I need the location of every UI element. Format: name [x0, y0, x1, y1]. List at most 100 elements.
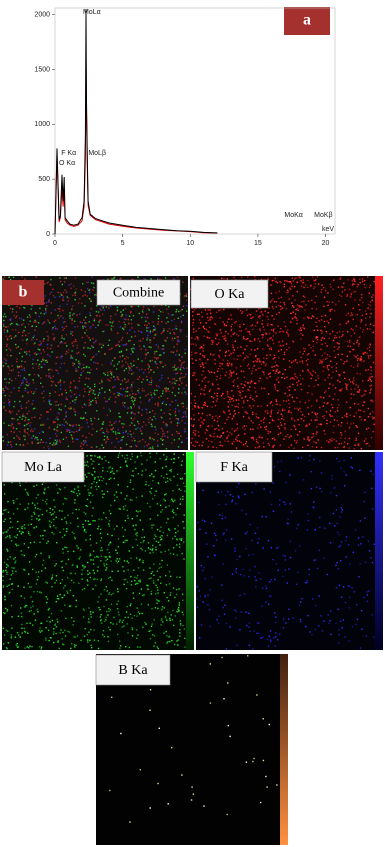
map-pixel — [186, 416, 187, 417]
map-pixel — [151, 380, 152, 381]
map-pixel — [354, 445, 355, 446]
map-pixel — [148, 327, 149, 328]
map-pixel — [253, 439, 254, 440]
map-pixel — [316, 442, 317, 443]
map-pixel — [43, 397, 44, 398]
map-pixel — [74, 321, 75, 322]
map-pixel — [42, 386, 43, 387]
map-pixel — [160, 537, 161, 538]
map-pixel — [241, 371, 242, 372]
map-pixel — [143, 278, 144, 279]
map-pixel — [289, 347, 290, 348]
map-pixel — [203, 371, 204, 372]
map-pixel — [372, 416, 373, 417]
map-pixel — [337, 532, 338, 533]
map-pixel — [68, 284, 69, 285]
map-pixel — [71, 617, 72, 618]
map-pixel — [66, 277, 67, 278]
map-pixel — [246, 309, 247, 310]
map-pixel — [255, 533, 256, 534]
map-pixel — [119, 452, 120, 453]
map-pixel — [289, 474, 290, 475]
map-pixel — [60, 357, 61, 358]
map-pixel — [60, 281, 61, 282]
map-pixel — [186, 300, 187, 301]
map-pixel — [270, 402, 271, 403]
map-pixel — [79, 556, 80, 557]
map-pixel — [309, 574, 310, 575]
map-pixel — [62, 329, 63, 330]
map-pixel — [226, 325, 227, 326]
map-pixel — [325, 343, 326, 344]
map-pixel — [32, 431, 33, 432]
map-pixel — [105, 374, 106, 375]
map-pixel — [40, 442, 41, 443]
map-pixel — [33, 591, 34, 592]
map-pixel — [19, 353, 20, 354]
map-pixel — [97, 570, 98, 571]
map-pixel — [159, 310, 160, 311]
map-pixel — [36, 497, 37, 498]
map-pixel — [263, 372, 264, 373]
map-pixel — [239, 390, 240, 391]
map-pixel — [31, 339, 32, 340]
map-pixel — [167, 481, 168, 482]
map-pixel — [306, 360, 307, 361]
map-pixel — [353, 277, 354, 278]
map-pixel — [299, 491, 300, 492]
map-pixel — [311, 374, 312, 375]
map-pixel — [137, 646, 138, 647]
map-pixel — [119, 433, 120, 434]
map-pixel — [136, 446, 137, 447]
map-pixel — [302, 370, 303, 371]
map-pixel — [317, 384, 318, 385]
map-pixel — [227, 363, 228, 364]
map-pixel — [372, 418, 373, 419]
map-pixel — [177, 425, 178, 426]
map-pixel — [18, 437, 19, 438]
map-pixel — [114, 423, 115, 424]
map-pixel — [311, 300, 312, 301]
map-pixel — [179, 433, 180, 434]
map-pixel — [228, 435, 229, 436]
map-pixel — [72, 438, 73, 439]
map-pixel — [91, 447, 92, 448]
map-pixel — [170, 576, 171, 577]
map-pixel — [118, 429, 119, 430]
map-pixel — [173, 554, 174, 555]
map-pixel — [183, 558, 184, 559]
map-pixel — [297, 305, 298, 306]
map-pixel — [336, 367, 337, 368]
map-pixel — [275, 632, 276, 633]
map-pixel — [92, 428, 93, 429]
map-pixel — [193, 432, 194, 433]
map-pixel — [152, 498, 153, 499]
map-pixel — [54, 297, 55, 298]
map-pixel — [250, 334, 251, 335]
map-pixel — [11, 323, 12, 324]
map-pixel — [101, 347, 102, 348]
map-pixel — [308, 413, 309, 414]
map-pixel — [284, 393, 285, 394]
map-pixel — [19, 439, 20, 440]
map-pixel — [167, 597, 168, 598]
map-pixel — [322, 359, 323, 360]
map-pixel — [149, 491, 150, 492]
map-pixel — [295, 376, 296, 377]
map-pixel — [11, 567, 12, 568]
map-pixel — [21, 554, 22, 555]
map-pixel — [353, 552, 354, 553]
map-pixel — [73, 313, 74, 314]
map-pixel — [55, 405, 56, 406]
map-pixel — [262, 320, 263, 321]
map-pixel — [287, 330, 288, 331]
map-pixel — [179, 378, 180, 379]
map-pixel — [321, 363, 322, 364]
map-pixel — [71, 434, 72, 435]
map-pixel — [225, 337, 226, 338]
map-pixel — [81, 289, 82, 290]
map-pixel — [57, 424, 58, 425]
map-pixel — [150, 549, 151, 550]
map-pixel — [272, 315, 273, 316]
map-pixel — [98, 607, 99, 608]
